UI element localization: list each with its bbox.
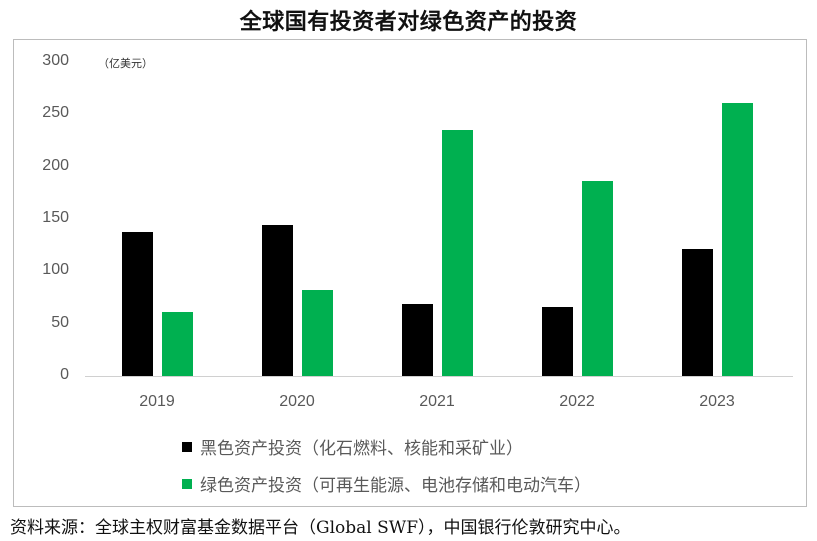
x-axis-line [85, 376, 793, 377]
legend-marker-black-icon [182, 441, 192, 452]
bar-black-2023 [681, 249, 713, 376]
legend-item-green: 绿色资产投资（可再生能源、电池存储和电动汽车） [182, 471, 591, 496]
y-tick-label: 100 [42, 261, 69, 279]
x-tick-label: 2019 [139, 393, 175, 410]
y-tick-label: 200 [42, 156, 69, 174]
y-tick-label: 300 [42, 52, 69, 69]
bar-green-2020 [301, 290, 333, 376]
x-tick-label: 2023 [699, 393, 735, 410]
y-tick-label: 50 [51, 313, 69, 331]
legend-item-black: 黑色资产投资（化石燃料、核能和采矿业） [182, 434, 523, 459]
y-tick-label: 250 [42, 104, 69, 122]
legend-marker-green-icon [182, 478, 192, 489]
y-tick-label: 150 [42, 209, 69, 226]
bar-green-2023 [721, 102, 753, 376]
y-tick-label: 0 [60, 366, 69, 383]
chart-title: 全球国有投资者对绿色资产的投资 [239, 10, 578, 35]
bar-black-2022 [541, 306, 573, 376]
legend-label: 黑色资产投资（化石燃料、核能和采矿业） [200, 439, 523, 459]
bar-black-2020 [261, 225, 293, 376]
bar-black-2021 [401, 303, 433, 376]
bar-green-2019 [161, 312, 193, 376]
x-tick-label: 2021 [419, 393, 455, 410]
bar-black-2019 [121, 231, 153, 376]
x-tick-label: 2020 [279, 393, 315, 410]
bar-green-2022 [581, 181, 613, 376]
source-note: 资料来源：全球主权财富基金数据平台（Global SWF），中国银行伦敦研究中心… [10, 518, 631, 538]
bar-green-2021 [441, 130, 473, 376]
x-tick-label: 2022 [559, 393, 595, 410]
legend-label: 绿色资产投资（可再生能源、电池存储和电动汽车） [200, 476, 591, 496]
y-axis-unit: （亿美元） [98, 57, 153, 70]
